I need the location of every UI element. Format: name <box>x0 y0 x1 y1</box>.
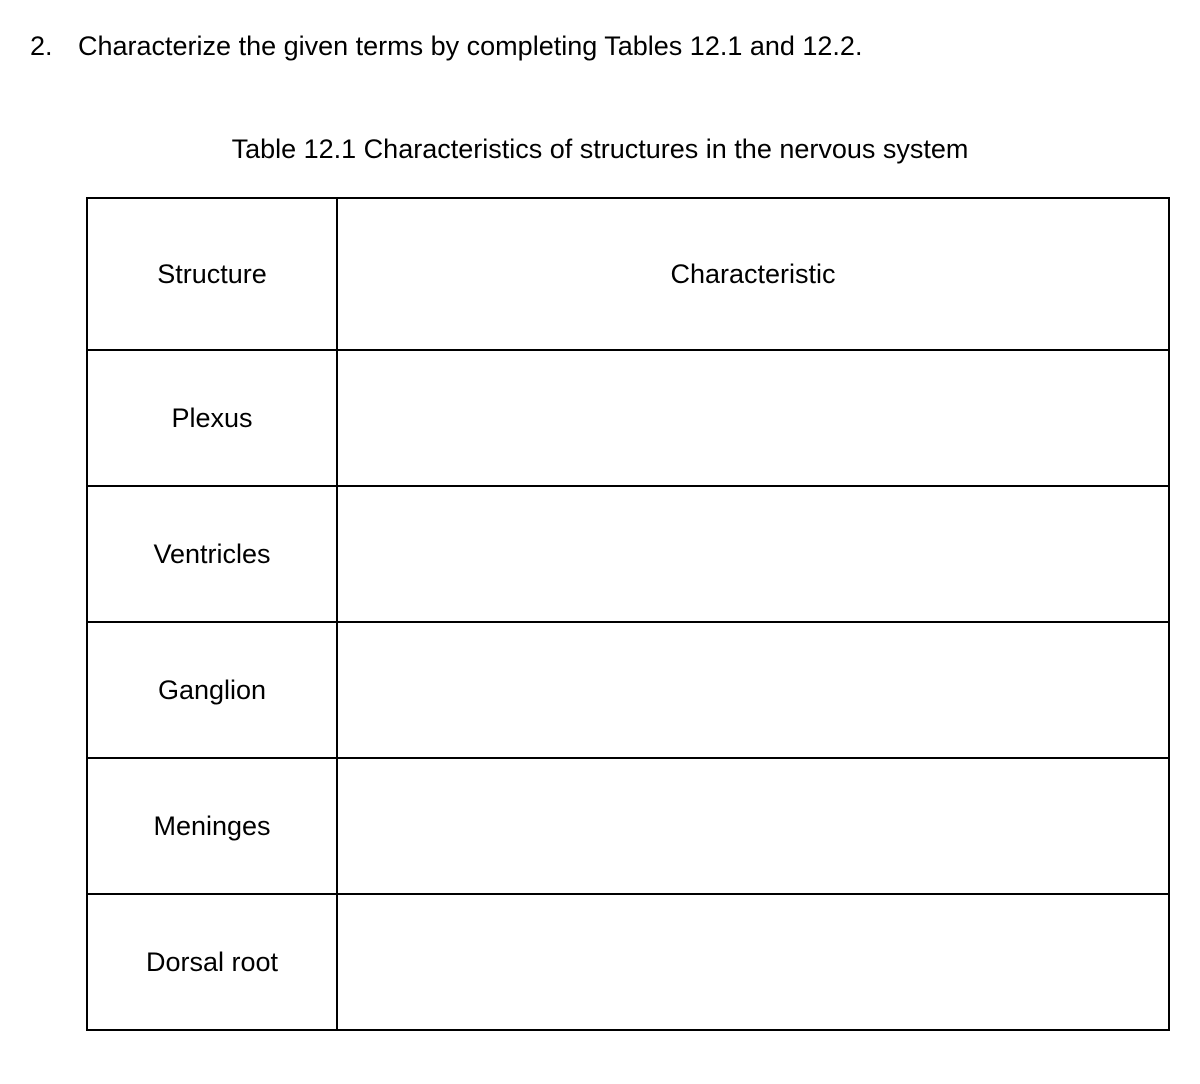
characteristic-cell[interactable] <box>337 622 1169 758</box>
col-header-characteristic: Characteristic <box>337 198 1169 350</box>
question-text: Characterize the given terms by completi… <box>78 28 1170 64</box>
characteristics-table: Structure Characteristic Plexus Ventricl… <box>86 197 1170 1031</box>
structure-cell: Meninges <box>87 758 337 894</box>
characteristic-cell[interactable] <box>337 486 1169 622</box>
table-row: Dorsal root <box>87 894 1169 1030</box>
question-number: 2. <box>30 28 78 64</box>
characteristic-cell[interactable] <box>337 350 1169 486</box>
table-row: Ganglion <box>87 622 1169 758</box>
structure-cell: Plexus <box>87 350 337 486</box>
question-block: 2. Characterize the given terms by compl… <box>30 28 1170 64</box>
col-header-structure: Structure <box>87 198 337 350</box>
table-wrapper: Structure Characteristic Plexus Ventricl… <box>86 197 1170 1031</box>
worksheet-page: 2. Characterize the given terms by compl… <box>0 0 1200 1071</box>
structure-cell: Dorsal root <box>87 894 337 1030</box>
structure-cell: Ganglion <box>87 622 337 758</box>
table-row: Ventricles <box>87 486 1169 622</box>
table-row: Meninges <box>87 758 1169 894</box>
table-header-row: Structure Characteristic <box>87 198 1169 350</box>
table-caption: Table 12.1 Characteristics of structures… <box>30 134 1170 165</box>
characteristic-cell[interactable] <box>337 758 1169 894</box>
characteristic-cell[interactable] <box>337 894 1169 1030</box>
structure-cell: Ventricles <box>87 486 337 622</box>
table-row: Plexus <box>87 350 1169 486</box>
